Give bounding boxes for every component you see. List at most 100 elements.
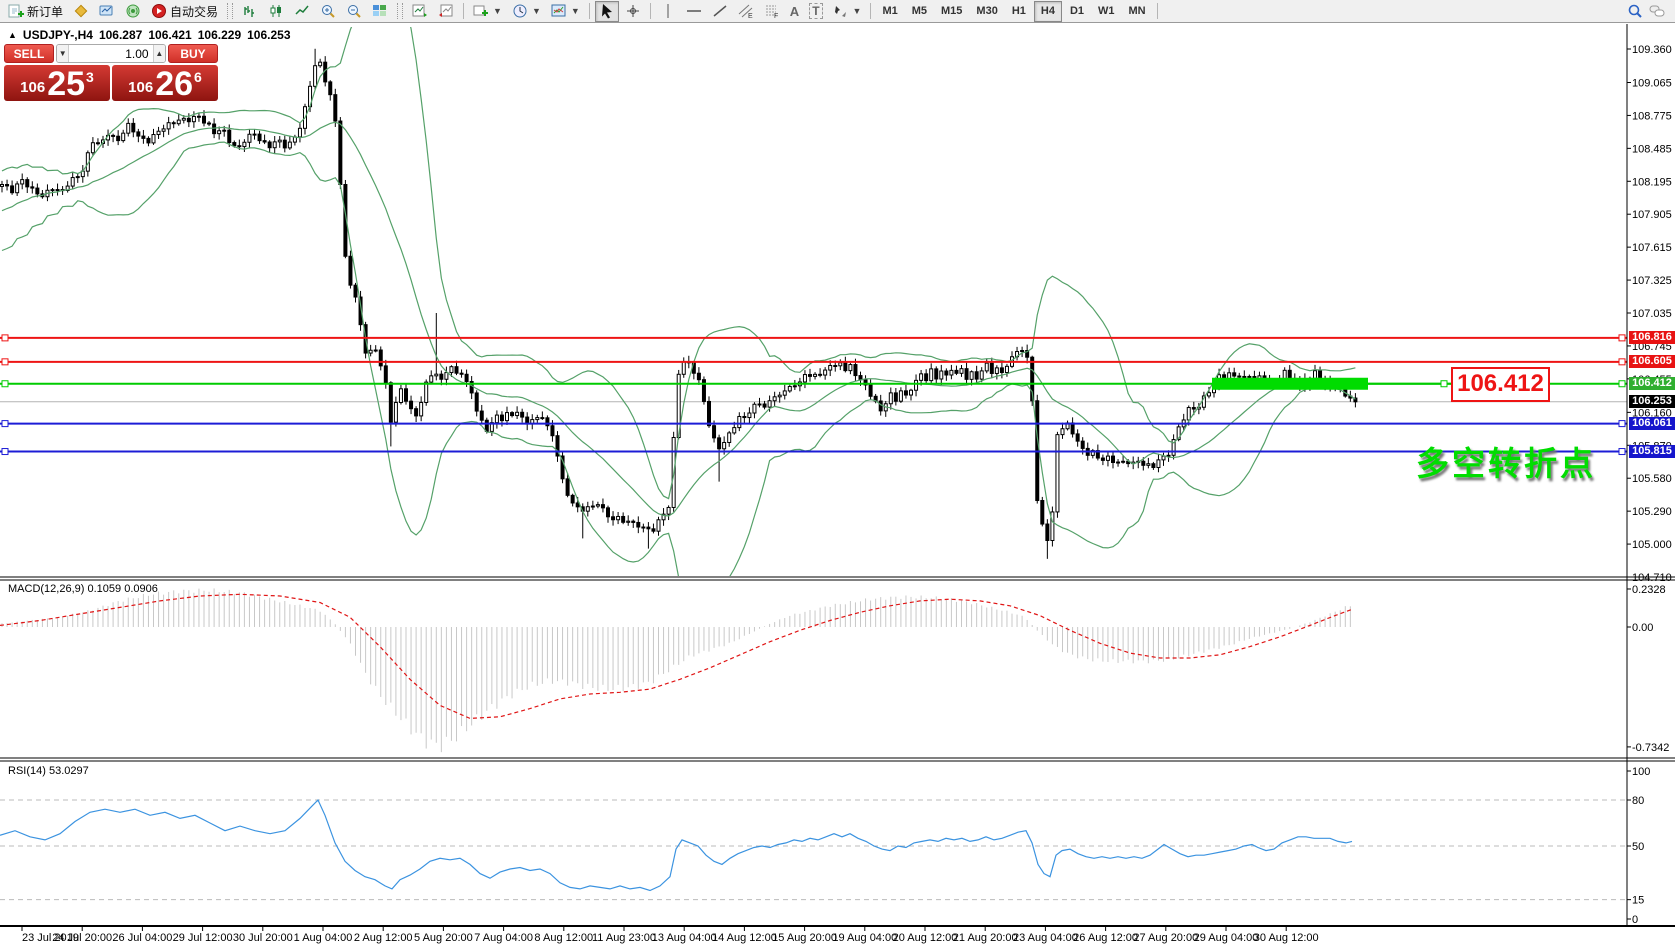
tab-timeframe-m1[interactable]: M1 [882,4,898,17]
new-order-icon [8,3,24,19]
tab-timeframe-m30[interactable]: M30 [976,4,998,17]
macd-name: MACD(12,26,9) [8,583,85,595]
svg-text:105.580: 105.580 [1632,473,1672,485]
line-handle[interactable] [1618,358,1626,366]
chart-title: ▲ USDJPY-,H4 106.287 106.421 106.229 106… [8,28,291,42]
zoom-out-button[interactable] [342,1,366,22]
rsi-name: RSI(14) [8,765,46,777]
volume-input[interactable] [69,45,153,62]
new-order-label: 新订单 [27,4,64,19]
search-icon[interactable] [1627,3,1643,19]
sell-button[interactable]: SELL [4,44,54,63]
fibonacci-icon: F [764,3,780,20]
zoom-in-button[interactable] [316,1,340,22]
line-handle[interactable] [1,448,9,456]
trendline-button[interactable] [708,1,732,22]
candlestick-button[interactable] [264,1,288,22]
tab-timeframe-h1[interactable]: H1 [1011,4,1026,17]
new-chart-button[interactable]: ▼ [469,1,506,22]
svg-text:23 Jul 2019: 23 Jul 2019 [22,932,79,944]
arrows-button[interactable]: ▼ [829,1,866,22]
period-back-button[interactable] [434,1,458,22]
cursor-button[interactable] [594,0,619,22]
horizontal-line-button[interactable] [682,1,706,22]
tab-timeframe-h4[interactable]: H4 [1033,0,1062,22]
svg-text:106.160: 106.160 [1632,407,1672,419]
charts-button[interactable] [95,1,119,22]
bar-chart-button[interactable] [238,1,262,22]
volume-down-button[interactable]: ▼ [57,45,70,62]
volume-up-button[interactable]: ▲ [152,45,165,62]
line-chart-button[interactable] [290,1,314,22]
svg-text:50: 50 [1632,841,1644,853]
tab-timeframe-d1[interactable]: D1 [1069,4,1085,17]
bollinger-bands [1,27,1356,576]
svg-text:21 Aug 20:00: 21 Aug 20:00 [953,932,1018,944]
line-handle[interactable] [1,420,9,428]
svg-text:-0.7342: -0.7342 [1632,742,1669,754]
new-order-button[interactable]: 新订单 [4,1,67,22]
vertical-line-button[interactable] [656,1,680,22]
clock-button[interactable]: ▼ [508,1,545,22]
tab-timeframe-w1[interactable]: W1 [1098,4,1115,17]
svg-text:27 Aug 20:00: 27 Aug 20:00 [1133,932,1198,944]
buy-price[interactable]: 106 26 6 [112,65,218,101]
crosshair-icon [625,3,641,19]
highlight-band[interactable] [1212,377,1368,390]
horizontal-line-objects[interactable] [0,334,1627,456]
svg-text:80: 80 [1632,795,1644,807]
channel-icon: E [738,3,754,20]
line-handle[interactable] [1618,448,1626,456]
tab-timeframe-m15[interactable]: M15 [941,4,963,17]
label-button[interactable]: T [805,1,826,22]
svg-text:108.195: 108.195 [1632,176,1672,188]
arrows-icon [833,3,849,19]
text-button[interactable]: A [786,1,803,22]
buy-button[interactable]: BUY [168,44,218,63]
svg-text:107.035: 107.035 [1632,308,1672,320]
ohlc-low: 106.229 [197,28,242,42]
svg-text:104.710: 104.710 [1632,572,1672,584]
tab-timeframe-mn[interactable]: MN [1128,4,1146,17]
price-callout-box[interactable]: 106.412 [1451,367,1550,402]
tile-windows-button[interactable] [368,1,392,22]
autotrade-button[interactable]: 自动交易 [147,1,222,22]
indicator-window-button[interactable] [408,1,432,22]
crosshair-button[interactable] [621,1,645,22]
line-handle[interactable] [1618,380,1626,388]
svg-text:23 Aug 04:00: 23 Aug 04:00 [1013,932,1078,944]
toolbar-separator [649,3,651,19]
chinese-annotation[interactable]: 多空转折点 [1416,445,1596,482]
templates-button[interactable]: ▼ [547,1,584,22]
main-pane [0,27,1627,576]
new-chart-icon [473,3,489,19]
buy-price-sup: 6 [194,69,202,85]
sell-price-sup: 3 [86,69,94,85]
svg-text:15 Aug 20:00: 15 Aug 20:00 [772,932,837,944]
line-handle[interactable] [1,380,9,388]
one-click-trading-panel: SELL ▼ ▲ BUY 106 25 3 106 26 6 [4,44,218,101]
line-handle[interactable] [1618,420,1626,428]
svg-text:1 Aug 04:00: 1 Aug 04:00 [294,932,353,944]
fibonacci-button[interactable]: F [760,1,784,22]
market-button[interactable] [69,1,93,22]
macd-pane [0,588,1354,753]
sell-price[interactable]: 106 25 3 [4,65,110,101]
channel-button[interactable]: E [734,1,758,22]
ohlc-close: 106.253 [247,28,291,42]
line-handle[interactable] [1,358,9,366]
svg-text:26 Jul 04:00: 26 Jul 04:00 [112,932,172,944]
line-handle[interactable] [1,334,9,342]
tab-timeframe-m5[interactable]: M5 [911,4,928,17]
svg-text:109.360: 109.360 [1632,44,1672,56]
svg-text:107.905: 107.905 [1632,209,1672,221]
svg-text:8 Aug 12:00: 8 Aug 12:00 [534,932,593,944]
line-handle[interactable] [1618,334,1626,342]
toolbar-separator [463,3,465,19]
chat-icon[interactable] [1649,3,1665,19]
svg-text:0.2328: 0.2328 [1632,584,1666,596]
svg-text:30 Aug 12:00: 30 Aug 12:00 [1254,932,1319,944]
signals-button[interactable] [121,1,145,22]
